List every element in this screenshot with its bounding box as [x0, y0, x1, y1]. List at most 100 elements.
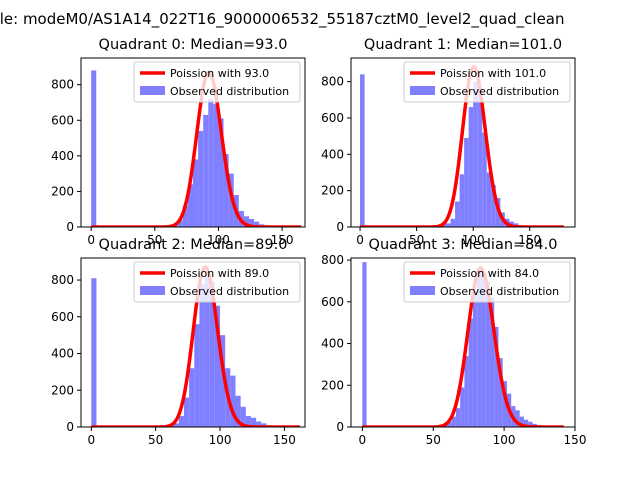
chart-panel-0: 0 50 100 150 0 200 400 600 800 Poission with 93.0… — [51, 37, 306, 247]
histogram-bar — [450, 218, 456, 227]
y-tick-label: 800 — [321, 253, 344, 267]
histogram-bar — [489, 297, 495, 427]
histogram-bar — [464, 356, 469, 427]
plot-area — [90, 265, 301, 427]
legend-box — [133, 61, 301, 103]
chart-panel-3: 0 50 100 150 0 200 400 600 800 Poission with 84.0… — [321, 237, 586, 447]
legend-box — [403, 61, 571, 103]
x-tick-label: 150 — [273, 433, 296, 447]
figure-suptitle: n file: modeM0/AS1A14_022T16_9000006532_… — [0, 10, 565, 29]
histogram-bar — [213, 104, 219, 227]
histogram-bar — [230, 375, 236, 427]
x-tick-label: 100 — [462, 233, 485, 247]
histogram-bar — [477, 90, 483, 227]
chart-panel-1: 0 50 100 150 0 200 400 600 800 Poission with 101.… — [321, 37, 576, 247]
panel-title: Quadrant 2: Median=89.0 — [99, 237, 288, 253]
x-tick-label: 50 — [426, 433, 441, 447]
histogram-bar — [261, 423, 267, 427]
histogram-bar — [214, 305, 221, 427]
x-tick-label: 100 — [207, 233, 230, 247]
histogram-bar — [519, 416, 524, 427]
x-tick-label: 0 — [87, 433, 95, 447]
legend-label: Observed distribution — [440, 85, 559, 98]
y-tick-label: 0 — [66, 420, 74, 434]
histogram-bar — [485, 280, 490, 427]
histogram-bar — [223, 154, 229, 227]
axes-frame — [350, 57, 576, 228]
histogram-bar — [486, 172, 492, 227]
histogram-bar — [245, 415, 251, 427]
histogram-bar — [455, 408, 461, 427]
legend: Poission with 84.0 Observed distribution — [403, 261, 571, 303]
x-tick-label: 50 — [409, 233, 424, 247]
histogram-bar — [468, 318, 473, 427]
x-tick-label: 0 — [87, 233, 95, 247]
y-tick-label: 800 — [51, 273, 74, 287]
y-tick-label: 0 — [336, 420, 344, 434]
histogram-bar — [491, 185, 496, 227]
histogram-bar — [182, 205, 188, 227]
histogram-bar — [481, 276, 486, 427]
histogram-bar — [472, 291, 478, 427]
histogram-bar — [209, 281, 215, 427]
legend-swatch-patch — [410, 286, 435, 295]
histogram-bar — [208, 98, 214, 227]
axes-frame — [350, 257, 576, 428]
legend-swatch-patch — [410, 86, 435, 95]
legend-label: Observed distribution — [170, 85, 289, 98]
histogram-bar — [362, 262, 367, 427]
histogram-bar — [528, 421, 533, 427]
histogram-bar — [187, 184, 193, 227]
legend-label: Poission with 89.0 — [170, 267, 269, 280]
legend-label: Poission with 84.0 — [440, 267, 539, 280]
histogram-bar — [254, 221, 260, 227]
legend-label: Poission with 101.0 — [440, 67, 546, 80]
histogram-bar — [250, 417, 257, 427]
histogram-bar — [91, 278, 97, 427]
y-tick-label: 800 — [51, 78, 74, 92]
histogram-bar — [183, 397, 190, 427]
histogram-bar — [199, 283, 205, 427]
x-tick-label: 50 — [147, 233, 162, 247]
histogram-bar — [473, 81, 478, 227]
legend-box — [133, 261, 301, 303]
legend-label: Poission with 93.0 — [170, 67, 269, 80]
histogram-bar — [477, 268, 482, 427]
histogram-bar — [218, 118, 224, 227]
histogram-bar — [482, 132, 487, 227]
legend-box — [403, 261, 571, 303]
y-tick-label: 400 — [321, 337, 344, 351]
histogram-bar — [194, 324, 200, 427]
histogram-bar — [177, 219, 183, 227]
x-tick-label: 150 — [518, 233, 541, 247]
histogram-bar — [203, 114, 209, 227]
y-tick-label: 0 — [66, 220, 74, 234]
x-tick-label: 150 — [271, 233, 294, 247]
y-tick-label: 600 — [321, 111, 344, 125]
histogram-bar — [523, 419, 529, 427]
histogram-bar — [198, 130, 204, 227]
panel-title: Quadrant 0: Median=93.0 — [99, 37, 288, 53]
histogram-bar — [204, 274, 210, 427]
histogram-bar — [494, 326, 499, 427]
legend-label: Observed distribution — [170, 285, 289, 298]
y-tick-label: 200 — [321, 378, 344, 392]
x-tick-label: 50 — [148, 433, 163, 447]
histogram-bar — [451, 416, 456, 427]
y-tick-label: 400 — [51, 347, 74, 361]
y-tick-label: 0 — [336, 220, 344, 234]
histogram-bar — [91, 70, 97, 227]
y-tick-label: 200 — [51, 383, 74, 397]
histogram-bar — [178, 415, 184, 427]
x-tick-label: 100 — [209, 433, 232, 447]
histogram-bar — [173, 423, 179, 427]
y-tick-label: 400 — [321, 147, 344, 161]
histogram-bar — [446, 223, 451, 227]
panels-container: 0 50 100 150 0 200 400 600 800 Poission with 93.0… — [51, 37, 586, 447]
y-tick-label: 600 — [51, 310, 74, 324]
legend-swatch-patch — [140, 86, 165, 95]
chart-panel-2: 0 50 100 150 0 200 400 600 800 Poission with 89.0… — [51, 237, 306, 447]
poisson-line — [359, 65, 565, 227]
x-tick-label: 0 — [356, 233, 364, 247]
